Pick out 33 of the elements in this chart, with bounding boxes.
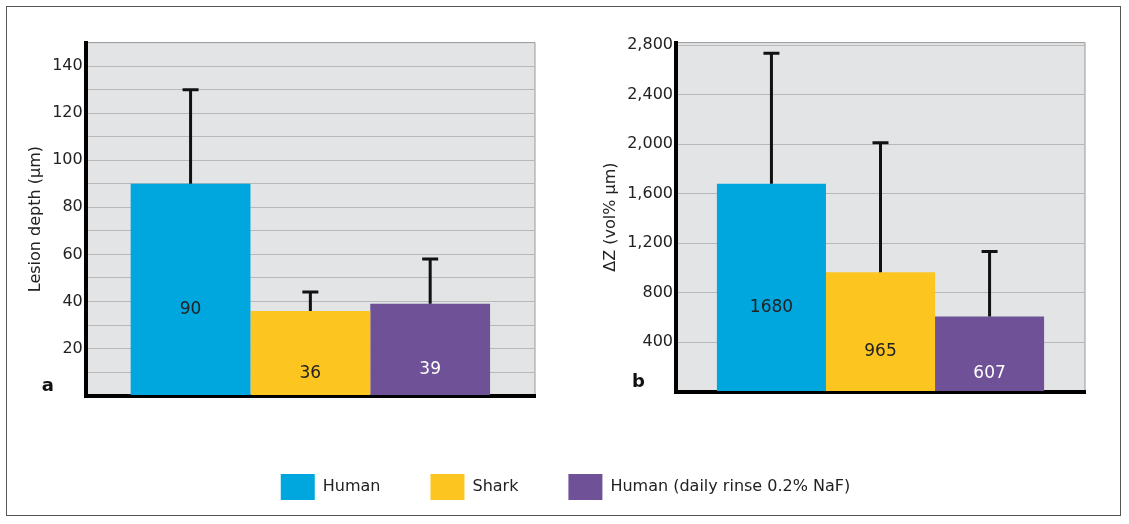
legend-label: Human (daily rinse 0.2% NaF) xyxy=(610,476,851,496)
y-tick-label: 20 xyxy=(62,337,83,357)
bar xyxy=(935,316,1045,392)
y-tick-label: 2,400 xyxy=(627,83,673,103)
text: b xyxy=(632,370,645,392)
y-tick-label: 2,800 xyxy=(627,34,673,54)
y-tick-label: 1,200 xyxy=(627,232,673,252)
legend-label: Shark xyxy=(472,476,520,496)
y-tick-label: 80 xyxy=(62,196,83,216)
y-tick-label: 140 xyxy=(52,55,83,75)
y-tick-label: 60 xyxy=(62,243,83,263)
bar xyxy=(130,183,251,396)
bar xyxy=(370,303,491,396)
data-label: 90 xyxy=(179,298,202,319)
legend-label: Human xyxy=(322,476,381,496)
y-tick-label: 40 xyxy=(62,290,83,310)
y-tick-label: 400 xyxy=(642,331,673,351)
bar xyxy=(250,310,371,396)
y-axis-title: ΔZ (vol% µm) xyxy=(599,162,619,272)
y-tick-label: 100 xyxy=(52,149,83,169)
bar xyxy=(716,183,826,392)
y-tick-label: 800 xyxy=(642,281,673,301)
data-label: 39 xyxy=(419,358,441,379)
y-tick-label: 120 xyxy=(52,102,83,122)
data-label: 607 xyxy=(973,362,1006,383)
data-label: 36 xyxy=(299,361,322,382)
y-axis-title: Lesion depth (µm) xyxy=(24,146,44,293)
text: a xyxy=(41,374,54,396)
bar xyxy=(825,272,936,392)
data-label: 1680 xyxy=(749,296,794,317)
y-tick-label: 2,000 xyxy=(627,133,673,153)
data-label: 965 xyxy=(864,340,897,361)
y-tick-label: 1,600 xyxy=(627,182,673,202)
